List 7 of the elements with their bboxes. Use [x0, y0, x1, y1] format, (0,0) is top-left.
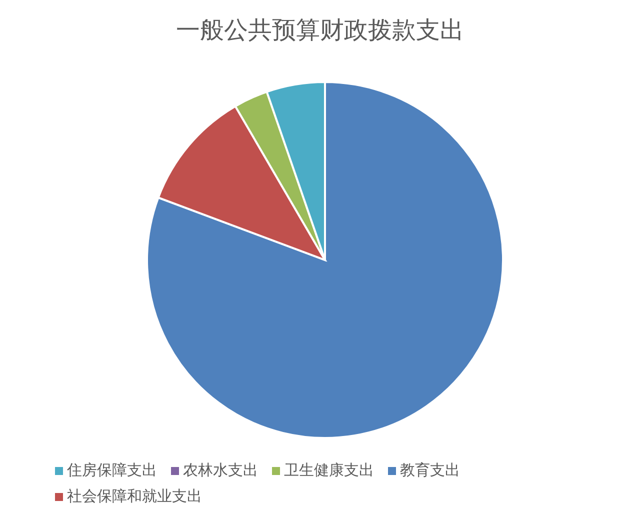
- pie-slice: [146, 81, 504, 439]
- chart-title: 一般公共预算财政拨款支出: [175, 16, 465, 46]
- legend-label: 社会保障和就业支出: [67, 488, 202, 505]
- legend-label: 卫生健康支出: [284, 462, 374, 479]
- legend-label: 农林水支出: [183, 462, 258, 479]
- legend-label: 教育支出: [400, 462, 460, 479]
- legend-label: 住房保障支出: [67, 462, 157, 479]
